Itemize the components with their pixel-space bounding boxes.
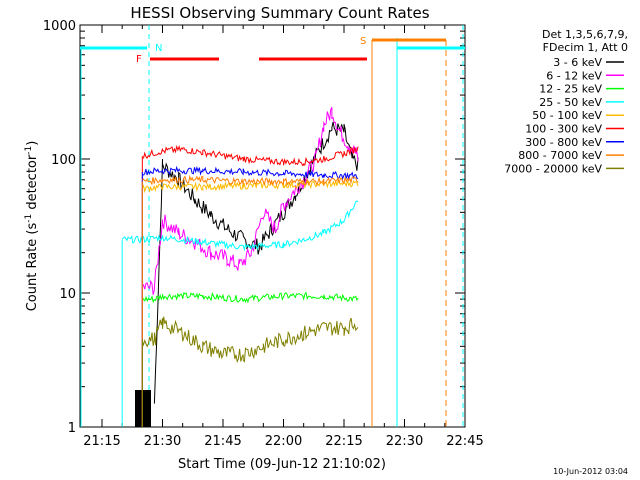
y-tick-label: 1000 <box>43 19 76 34</box>
legend-entry-label: 3 - 6 keV <box>553 56 602 69</box>
series-line-7 <box>141 174 359 187</box>
data-gap-block <box>135 390 151 427</box>
x-axis-label: Start Time (09-Jun-12 21:10:02) <box>178 457 386 472</box>
legend-header-detectors: Det 1,3,5,6,7,9, <box>542 28 628 41</box>
legend: Det 1,3,5,6,7,9, FDecim 1, Att 0 3 - 6 k… <box>504 28 628 175</box>
x-tick-label: 22:15 <box>325 434 362 449</box>
legend-entry-label: 800 - 7000 keV <box>518 149 602 162</box>
night-flag-label: N <box>155 43 162 54</box>
y-tick-label: 10 <box>59 287 76 302</box>
legend-entry-label: 300 - 800 keV <box>525 136 602 149</box>
flag-markers: N F S <box>80 25 465 427</box>
legend-entry-label: 7000 - 20000 keV <box>504 162 602 175</box>
legend-entry-label: 50 - 100 keV <box>532 109 602 122</box>
series-line-1 <box>141 106 359 295</box>
series-line-4 <box>141 179 359 194</box>
legend-entry-label: 25 - 50 keV <box>539 96 602 109</box>
chart-title: HESSI Observing Summary Count Rates <box>130 4 429 22</box>
legend-entry-label: 12 - 25 keV <box>539 83 602 96</box>
x-tick-label: 21:30 <box>144 434 181 449</box>
series-line-6 <box>142 165 359 181</box>
x-tick-label: 22:30 <box>386 434 423 449</box>
x-tick-label: 21:15 <box>83 434 120 449</box>
saa-flag-label: S <box>360 36 366 47</box>
legend-entry-label: 6 - 12 keV <box>546 69 602 82</box>
y-tick-label: 100 <box>51 153 76 168</box>
footer-timestamp: 10-Jun-2012 03:04 <box>553 467 628 476</box>
legend-header-decim: FDecim 1, Att 0 <box>543 41 628 54</box>
legend-entry-label: 100 - 300 keV <box>525 123 602 136</box>
series-line-2 <box>141 291 359 304</box>
series-line-8 <box>141 316 359 364</box>
series-line-5 <box>142 144 359 167</box>
x-tick-label: 22:00 <box>265 434 302 449</box>
plot-frame <box>79 24 466 428</box>
y-tick-label: 1 <box>68 421 76 436</box>
series-line-0 <box>153 121 359 404</box>
flare-flag-label: F <box>136 54 142 65</box>
x-tick-label: 21:45 <box>204 434 241 449</box>
x-tick-label: 22:45 <box>446 434 483 449</box>
series-lines <box>121 106 359 427</box>
y-axis-label: Count Rate (s-1 detector-1) <box>24 141 40 312</box>
series-line-3 <box>121 200 359 252</box>
